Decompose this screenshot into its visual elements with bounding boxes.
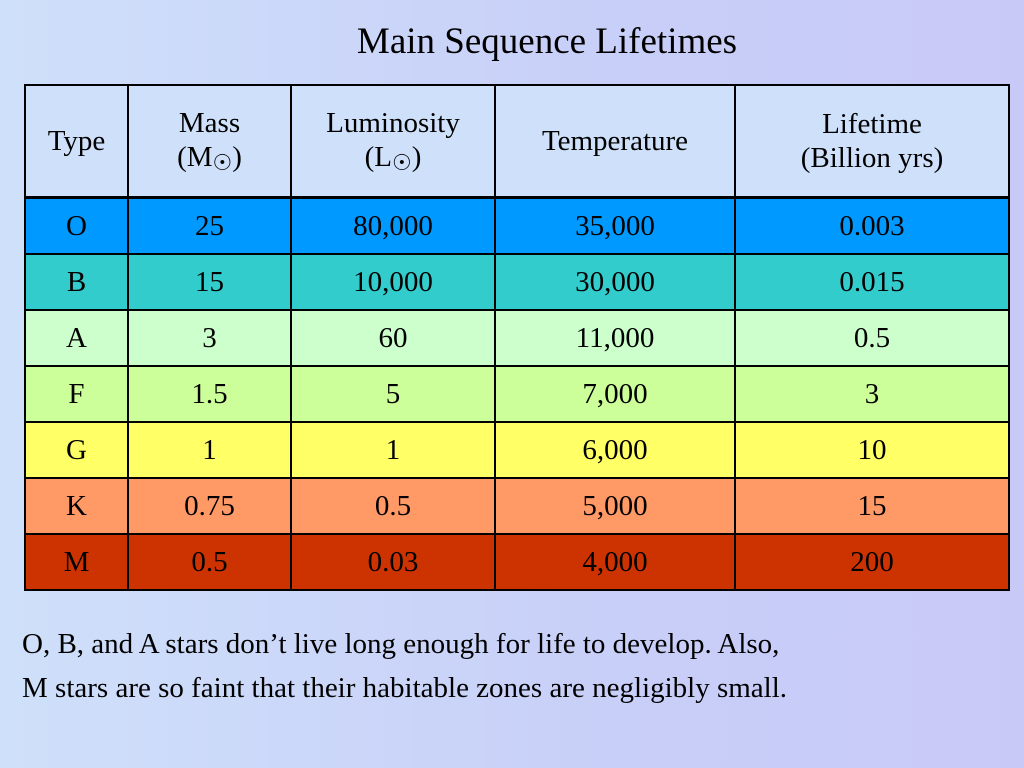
table-body: O 25 80,000 35,000 0.003 B 15 10,000 30,000 0.015… [24,196,1010,591]
cell-mass: 1.5 [127,365,292,423]
cell-temperature: 30,000 [494,253,736,311]
header-unit: (Billion yrs) [736,141,1008,175]
cell-temperature: 4,000 [494,533,736,591]
cell-type: F [24,365,129,423]
cell-luminosity: 0.03 [290,533,496,591]
cell-temperature: 11,000 [494,309,736,367]
solar-symbol-icon: ☉ [212,150,233,175]
header-unit: (M☉) [129,140,290,176]
cell-luminosity: 80,000 [290,196,496,255]
table-row-type-b: B 15 10,000 30,000 0.015 [24,253,1010,311]
table-row-type-a: A 3 60 11,000 0.5 [24,309,1010,367]
cell-lifetime: 0.015 [734,253,1010,311]
cell-temperature: 6,000 [494,421,736,479]
header-unit-text: ) [232,141,242,173]
cell-lifetime: 15 [734,477,1010,535]
cell-lifetime: 0.003 [734,196,1010,255]
footer-note: O, B, and A stars don’t live long enough… [22,628,788,704]
header-temperature: Temperature [494,84,736,199]
header-label: Luminosity [326,107,460,139]
cell-mass: 1 [127,421,292,479]
cell-luminosity: 60 [290,309,496,367]
table-row-type-o: O 25 80,000 35,000 0.003 [24,196,1010,255]
main-sequence-lifetimes-table: Type Mass (M☉) Luminosity (L☉) Temperature Lif… [24,84,1010,591]
table-row-type-m: M 0.5 0.03 4,000 200 [24,533,1010,591]
header-luminosity: Luminosity (L☉) [290,84,496,199]
cell-type: M [24,533,129,591]
header-label: Temperature [541,125,689,157]
slide-title: Main Sequence Lifetimes [356,21,738,62]
cell-luminosity: 0.5 [290,477,496,535]
cell-luminosity: 5 [290,365,496,423]
header-unit: (L☉) [292,140,494,176]
cell-mass: 15 [127,253,292,311]
header-label: Lifetime [822,108,922,140]
header-type: Type [24,84,129,199]
header-label: Mass [178,107,241,139]
cell-luminosity: 1 [290,421,496,479]
header-unit-text: (Billion yrs) [800,142,944,174]
cell-type: K [24,477,129,535]
cell-type: O [24,196,129,255]
table-row-type-f: F 1.5 5 7,000 3 [24,365,1010,423]
cell-type: A [24,309,129,367]
cell-temperature: 7,000 [494,365,736,423]
cell-lifetime: 3 [734,365,1010,423]
cell-temperature: 35,000 [494,196,736,255]
cell-mass: 0.75 [127,477,292,535]
cell-mass: 25 [127,196,292,255]
header-unit-text: (M [177,141,213,173]
cell-luminosity: 10,000 [290,253,496,311]
header-mass: Mass (M☉) [127,84,292,199]
table-row-type-k: K 0.75 0.5 5,000 15 [24,477,1010,535]
cell-temperature: 5,000 [494,477,736,535]
cell-mass: 3 [127,309,292,367]
header-label: Type [47,125,106,157]
header-lifetime: Lifetime (Billion yrs) [734,84,1010,199]
cell-type: G [24,421,129,479]
cell-mass: 0.5 [127,533,292,591]
cell-type: B [24,253,129,311]
cell-lifetime: 10 [734,421,1010,479]
cell-lifetime: 0.5 [734,309,1010,367]
header-unit-text: ) [411,141,422,173]
cell-lifetime: 200 [734,533,1010,591]
lifetimes-table-container: Type Mass (M☉) Luminosity (L☉) Temperature Lif… [24,84,1010,591]
header-unit-text: (L [364,141,392,173]
table-row-type-g: G 1 1 6,000 10 [24,421,1010,479]
table-header-row: Type Mass (M☉) Luminosity (L☉) Temperature Lif… [24,84,1010,199]
solar-symbol-icon: ☉ [391,150,412,175]
